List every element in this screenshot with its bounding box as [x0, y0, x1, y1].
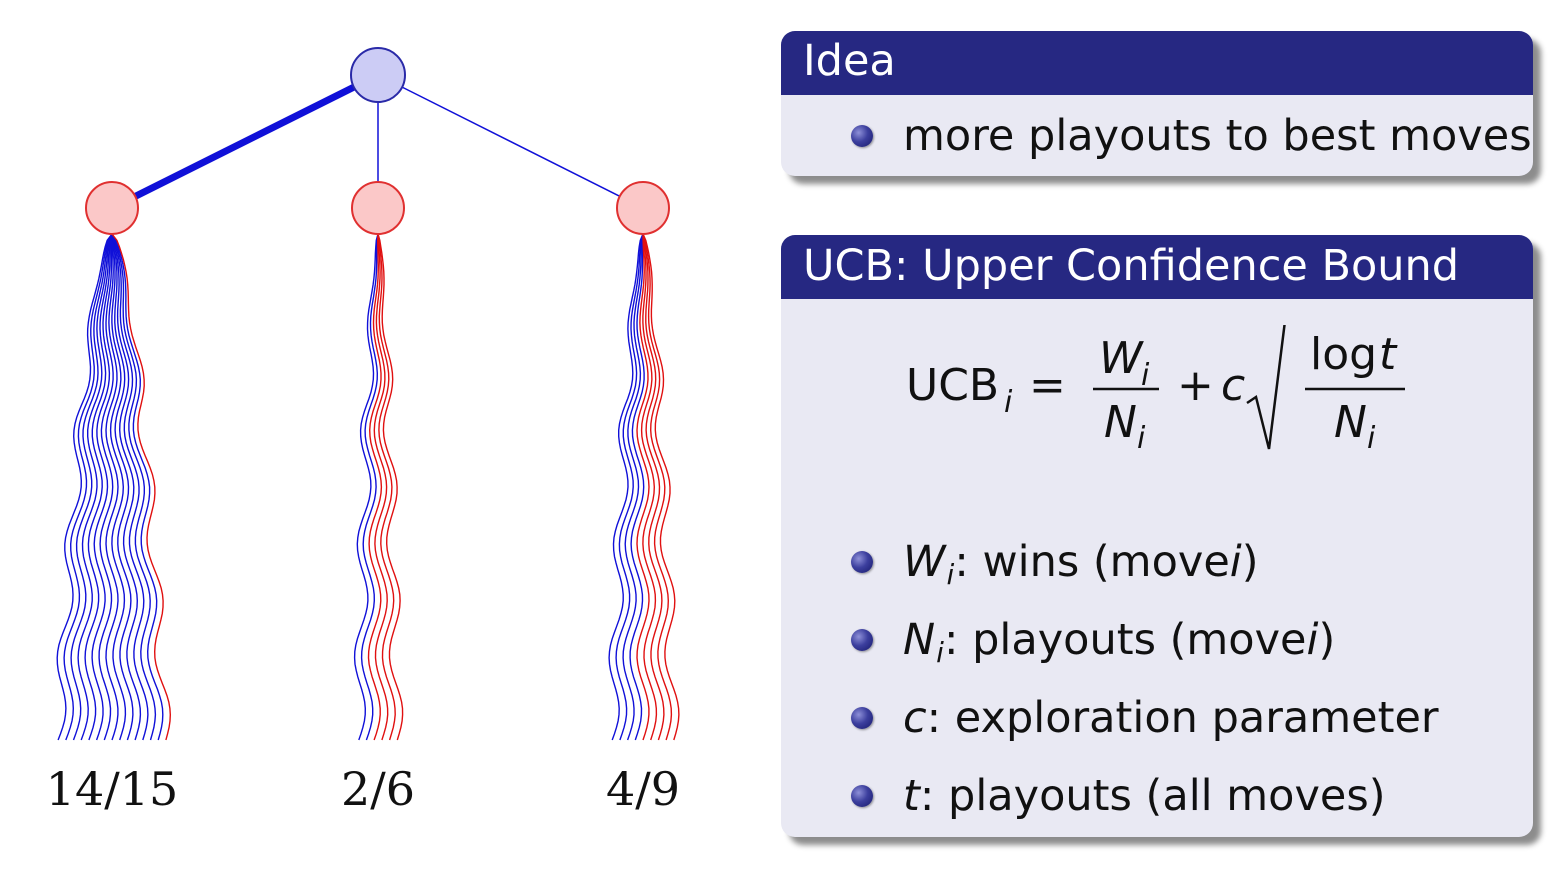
formula-sqrt-den: N: [1334, 397, 1367, 448]
symbol-w: W: [903, 537, 946, 587]
won-playout-line-0-9: [111, 233, 134, 741]
won-playout-line-1-0: [353, 233, 379, 741]
list-item-t: t: playouts (all moves): [851, 771, 1386, 821]
won-playout-line-0-11: [111, 233, 149, 741]
lost-playout-line-1-3: [373, 233, 389, 741]
formula-c: c: [1221, 360, 1245, 411]
won-playout-line-0-10: [111, 233, 142, 741]
tree-edge-2: [401, 86, 621, 198]
playout-lines: [56, 233, 680, 741]
ucb-block-title: UCB: Upper Confidence Bound: [781, 235, 1533, 299]
formula-equals: =: [1029, 360, 1066, 411]
won-playout-line-0-1: [63, 233, 113, 741]
won-playout-line-0-7: [105, 233, 119, 741]
formula-sqrt-den-sub: i: [1367, 421, 1376, 456]
bullet-icon: [851, 707, 873, 729]
tree-edges: [133, 83, 621, 200]
won-playout-line-0-8: [109, 233, 127, 741]
lost-playout-line-1-2: [367, 233, 383, 741]
symbol-w-sub: i: [946, 557, 955, 591]
tree-edge-0: [133, 83, 356, 200]
symbol-n-sub: i: [936, 635, 944, 669]
formula-log: log: [1310, 329, 1377, 380]
formula-t: t: [1379, 329, 1398, 380]
formula-den: N: [1104, 397, 1137, 448]
won-playout-line-0-3: [77, 233, 113, 741]
lost-playout-line-0-14: [111, 233, 172, 741]
lost-playout-line-2-7: [642, 233, 673, 741]
formula-num-sub: i: [1141, 358, 1150, 393]
bullet-icon: [851, 629, 873, 651]
formula-lhs-sub: i: [1004, 385, 1013, 420]
won-playout-line-0-2: [70, 233, 113, 741]
won-playout-line-2-2: [622, 233, 644, 741]
bullet-icon: [851, 785, 873, 807]
desc-w-i: i: [1229, 537, 1242, 587]
symbol-t: t: [903, 771, 920, 821]
lost-playout-line-2-8: [642, 233, 680, 741]
ucb-block: UCB: Upper Confidence Bound UCB i = W i …: [781, 235, 1533, 837]
count-label-left: 14/15: [46, 762, 179, 816]
won-playout-line-0-6: [98, 233, 114, 741]
formula-num: W: [1099, 333, 1144, 384]
desc-w-tail: ): [1241, 537, 1259, 587]
won-playout-line-0-0: [56, 233, 113, 741]
child-node-middle: [351, 181, 405, 235]
desc-w: : wins (move: [954, 537, 1230, 587]
count-label-middle: 2/6: [341, 762, 415, 816]
formula-den-sub: i: [1137, 421, 1146, 456]
won-playout-line-0-5: [91, 233, 113, 741]
won-playout-line-1-1: [360, 233, 379, 741]
won-playout-line-2-3: [629, 233, 645, 741]
ucb-formula: UCB i = W i N i + c log t N i: [906, 325, 1405, 456]
game-tree-diagram: 14/15 2/6 4/9: [46, 47, 680, 816]
won-playout-line-0-12: [111, 233, 157, 741]
desc-n-tail: ): [1318, 615, 1336, 665]
won-playout-line-0-4: [84, 233, 113, 741]
idea-item-text: more playouts to best moves: [903, 111, 1532, 161]
lost-playout-line-2-5: [640, 233, 658, 741]
list-item-c: c: exploration parameter: [851, 693, 1439, 743]
sqrt-sign: [1246, 325, 1286, 450]
won-playout-line-2-1: [615, 233, 644, 741]
desc-n: : playouts (move: [943, 615, 1307, 665]
symbol-c: c: [903, 693, 927, 743]
child-node-right: [616, 181, 670, 235]
formula-plus: +: [1177, 360, 1214, 411]
bullet-icon: [851, 125, 873, 147]
formula-lhs: UCB: [906, 360, 999, 411]
symbol-n: N: [903, 615, 936, 665]
idea-list-item: more playouts to best moves: [851, 111, 1532, 161]
desc-n-i: i: [1306, 615, 1319, 665]
count-label-right: 4/9: [606, 762, 680, 816]
idea-block-title: Idea: [781, 31, 1533, 95]
lost-playout-line-2-6: [642, 233, 665, 741]
won-playout-line-2-0: [608, 233, 644, 741]
root-node: [350, 47, 406, 103]
idea-block: Idea more playouts to best moves: [781, 31, 1533, 176]
lost-playout-line-1-4: [377, 233, 396, 741]
desc-c: : exploration parameter: [926, 693, 1439, 743]
lost-playout-line-1-5: [377, 233, 404, 741]
lost-playout-line-2-4: [636, 233, 650, 741]
bullet-icon: [851, 551, 873, 573]
won-playout-line-0-13: [111, 233, 164, 741]
child-node-left: [85, 181, 139, 235]
desc-t: : playouts (all moves): [919, 771, 1386, 821]
